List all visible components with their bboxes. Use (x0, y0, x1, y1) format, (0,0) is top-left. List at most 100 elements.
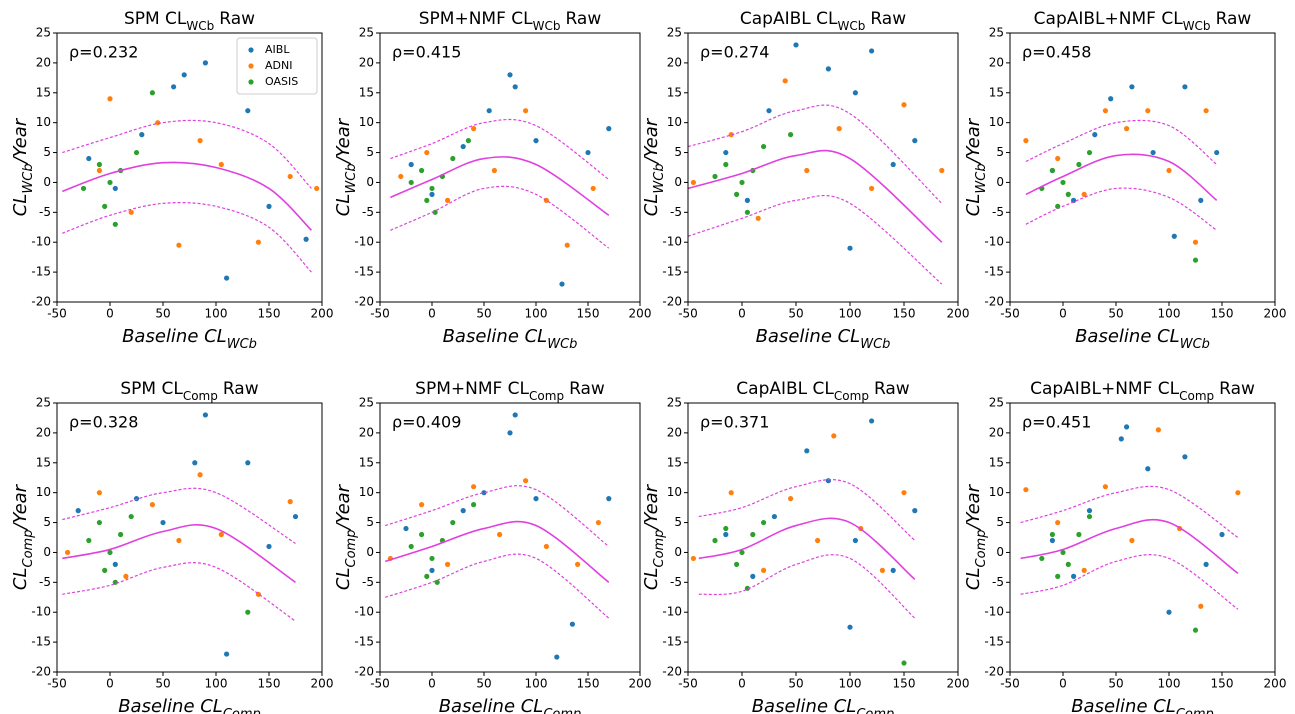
x-axis-label: Baseline CLWCb (122, 326, 257, 352)
point (224, 651, 230, 657)
point (507, 430, 513, 436)
legend-marker (248, 79, 254, 85)
point (606, 496, 612, 502)
y-tick-label: 20 (36, 55, 51, 69)
y-axis-label: CLWCb/Year (10, 117, 36, 216)
y-tick-label: -5 (670, 205, 682, 219)
point (1065, 561, 1071, 568)
panel-title: SPM+NMF CLWCb Raw (419, 9, 602, 33)
text-part: WCb (1183, 19, 1211, 33)
x-tick-label: 200 (311, 677, 334, 691)
x-tick-label: 150 (1211, 307, 1234, 321)
fit-curve (62, 487, 296, 544)
point (471, 502, 477, 508)
text-part: /Year (963, 483, 984, 531)
point (1081, 191, 1087, 197)
point (403, 525, 409, 532)
text-part: WCb (227, 337, 257, 352)
point (292, 513, 299, 520)
annotation: ρ=0.328 (69, 413, 138, 432)
y-axis-label: CLWCb/Year (333, 117, 359, 216)
x-tick-label: 0 (1059, 307, 1067, 321)
x-tick-label: 200 (629, 307, 652, 321)
text-part: Comp (344, 530, 359, 568)
point (96, 161, 102, 168)
text-part: WCb (652, 163, 667, 193)
point (112, 185, 118, 192)
fit-curve (698, 554, 916, 619)
y-tick-label: -20 (354, 295, 374, 309)
text-part: WCb (974, 163, 989, 193)
point (171, 84, 177, 90)
point (96, 167, 102, 174)
point (1081, 567, 1087, 573)
x-tick-label: 0 (106, 677, 114, 691)
point (197, 472, 203, 478)
text-part: Raw (569, 379, 605, 399)
point (1023, 138, 1029, 144)
y-tick-label: -15 (662, 265, 682, 279)
x-tick-label: 100 (1158, 677, 1181, 691)
annotation: ρ=0.458 (1022, 43, 1091, 62)
point (303, 236, 309, 242)
text-part: WCb (533, 19, 561, 33)
text-part: Baseline CL (443, 326, 548, 347)
fit-curve (1025, 153, 1218, 201)
point (1203, 108, 1209, 114)
plot-area (384, 412, 612, 660)
fit-curve (688, 195, 943, 285)
y-tick-label: 10 (36, 485, 51, 499)
point (176, 242, 182, 248)
point (408, 179, 414, 186)
point (107, 96, 113, 102)
point (445, 561, 451, 568)
point (771, 513, 778, 520)
fit-curve (384, 520, 610, 583)
y-tick-label: 0 (996, 545, 1004, 559)
text-part: Comp (529, 389, 564, 403)
point (939, 167, 945, 174)
point (460, 143, 466, 150)
legend-marker (248, 63, 254, 69)
text-part: Raw (565, 9, 601, 29)
annotation: ρ=0.274 (700, 43, 769, 62)
fit-curve (385, 553, 610, 619)
point (1108, 96, 1114, 102)
point (80, 185, 87, 192)
point (419, 167, 425, 174)
fit-curve (385, 485, 610, 547)
point (690, 555, 697, 562)
text-part: CL (333, 567, 354, 590)
x-tick-label: 50 (155, 307, 170, 321)
text-part: SPM+NMF CL (419, 9, 533, 29)
x-axis-label: Baseline CLComp (1071, 696, 1214, 714)
x-tick-label: 150 (893, 307, 916, 321)
point (554, 654, 560, 660)
point (890, 161, 896, 168)
x-tick-label: 200 (947, 307, 970, 321)
point (1129, 84, 1135, 90)
y-tick-label: -10 (662, 605, 682, 619)
panel-title: CapAIBL CLWCb Raw (740, 9, 906, 33)
text-part: /Year (963, 117, 984, 165)
text-part: Raw (870, 9, 906, 29)
point (788, 496, 794, 502)
y-tick-label: 20 (667, 425, 682, 439)
y-tick-label: 10 (36, 115, 51, 129)
axes-frame (56, 402, 323, 673)
panel: CapAIBL+NMF CLWCb Raw-50 0 50 100 150 200-20-1… (963, 9, 1286, 352)
fit-curve (62, 161, 312, 231)
point (481, 490, 487, 496)
x-tick-label: -50 (678, 677, 698, 691)
y-tick-label: 5 (43, 145, 51, 159)
text-part: CapAIBL CL (736, 379, 834, 399)
text-part: WCb (186, 19, 214, 33)
y-tick-label: 0 (43, 545, 51, 559)
point (1055, 155, 1061, 162)
point (739, 549, 745, 556)
y-tick-label: -20 (662, 295, 682, 309)
point (118, 531, 124, 538)
point (761, 143, 767, 150)
text-part: Comp (21, 530, 36, 568)
y-tick-label: 20 (359, 55, 374, 69)
